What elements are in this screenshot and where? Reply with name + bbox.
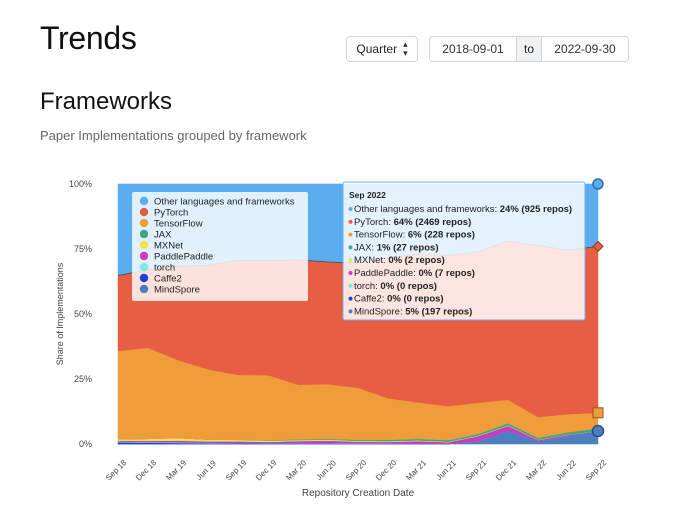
tooltip-line-label: JAX: — [354, 242, 377, 253]
y-axis-title: Share of Implementations — [55, 262, 65, 365]
legend-swatch[interactable] — [139, 218, 149, 228]
section-title: Frameworks — [40, 88, 173, 115]
hover-marker-other — [592, 178, 604, 190]
legend-swatch[interactable] — [139, 273, 149, 283]
tooltip-line-value: 24% (925 repos) — [500, 204, 572, 215]
legend-label: PaddlePaddle — [154, 252, 213, 263]
x-tick-label: Jun 22 — [555, 458, 579, 482]
legend-swatch[interactable] — [139, 207, 149, 217]
x-tick-label: Dec 21 — [494, 458, 519, 483]
tooltip-bullet — [348, 219, 353, 224]
x-tick-label: Mar 19 — [164, 458, 188, 482]
tooltip-line: MXNet: 0% (2 repos) — [354, 255, 445, 266]
hover-marker-pytorch — [592, 240, 604, 253]
x-tick-label: Jun 21 — [435, 458, 459, 482]
tooltip-bullet — [348, 309, 353, 314]
tooltip-line-label: MindSpore: — [354, 306, 405, 317]
tooltip-bullet — [348, 232, 353, 237]
tooltip-line: JAX: 1% (27 repos) — [354, 242, 438, 253]
legend-label: Other languages and frameworks — [154, 197, 295, 208]
tooltip-line: TensorFlow: 6% (228 repos) — [354, 230, 475, 241]
tooltip-line: Caffe2: 0% (0 repos) — [354, 294, 444, 305]
y-tick-label: 0% — [79, 439, 92, 449]
x-tick-label: Jun 19 — [195, 458, 219, 482]
tooltip-bullet — [348, 207, 353, 211]
tooltip-line-label: PaddlePaddle: — [354, 268, 418, 279]
hover-marker-tensorflow — [592, 407, 604, 419]
tooltip-line: PyTorch: 64% (2469 repos) — [354, 217, 471, 228]
tooltip-line-value: 6% (228 repos) — [408, 230, 475, 241]
tooltip-box — [342, 181, 586, 321]
y-tick-label: 100% — [69, 179, 92, 189]
x-tick-label: Sep 18 — [104, 458, 129, 483]
x-tick-label: Dec 19 — [254, 458, 279, 483]
tooltip-line-value: 0% (0 repos) — [387, 294, 444, 305]
tooltip-line-value: 0% (2 repos) — [388, 255, 445, 266]
x-tick-label: Jun 20 — [315, 458, 339, 482]
granularity-value: Quarter — [356, 42, 398, 56]
tooltip-line-value: 0% (0 repos) — [380, 281, 437, 292]
tooltip-line-value: 5% (197 repos) — [405, 306, 472, 317]
x-tick-label: Dec 18 — [134, 458, 159, 483]
legend-label: PyTorch — [154, 208, 188, 219]
x-tick-label: Dec 20 — [374, 458, 399, 483]
tooltip-line-label: PyTorch: — [354, 217, 394, 228]
x-tick-label: Mar 20 — [284, 458, 308, 482]
legend-swatch[interactable] — [139, 251, 149, 261]
tooltip-bullet — [348, 245, 353, 250]
tooltip-bullet — [348, 271, 353, 275]
tooltip-line: Other languages and frameworks: 24% (925… — [354, 204, 572, 215]
x-axis-title: Repository Creation Date — [302, 488, 415, 499]
legend-label: TensorFlow — [154, 219, 203, 230]
legend-box — [132, 192, 308, 301]
x-tick-label: Sep 19 — [224, 458, 249, 483]
y-tick-label: 50% — [74, 309, 92, 319]
legend-swatch[interactable] — [139, 262, 149, 272]
x-tick-label: Mar 22 — [524, 458, 548, 482]
tooltip-line-value: 64% (2469 repos) — [394, 217, 472, 228]
legend-label: torch — [154, 263, 175, 274]
date-to-input[interactable] — [542, 37, 628, 61]
tooltip-line-label: Caffe2: — [354, 294, 387, 305]
legend-label: MXNet — [154, 241, 183, 252]
tooltip-line-value: 0% (7 repos) — [418, 268, 475, 279]
tooltip-line-label: MXNet: — [354, 255, 388, 266]
date-range-separator: to — [516, 37, 542, 61]
tooltip-line-label: Other languages and frameworks: — [354, 204, 500, 215]
granularity-select[interactable]: Quarter ▴ ▾ — [346, 36, 418, 62]
x-tick-label: Sep 20 — [344, 458, 369, 483]
tooltip-line-value: 1% (27 repos) — [377, 242, 439, 253]
date-range: to — [429, 36, 629, 62]
page-title: Trends — [40, 20, 137, 56]
y-tick-label: 75% — [74, 244, 92, 254]
tooltip-title: Sep 2022 — [349, 190, 386, 200]
legend-label: Caffe2 — [154, 274, 182, 285]
legend-swatch[interactable] — [139, 284, 149, 294]
tooltip-bullet — [348, 258, 353, 263]
legend-label: JAX — [154, 230, 172, 241]
tooltip-line-label: TensorFlow: — [354, 230, 408, 241]
hover-marker-mindspore — [591, 424, 605, 438]
section-subtitle: Paper Implementations grouped by framewo… — [40, 128, 307, 143]
tooltip-line: torch: 0% (0 repos) — [354, 281, 437, 292]
legend-label: MindSpore — [154, 285, 200, 296]
y-tick-label: 25% — [74, 374, 92, 384]
tooltip-line: PaddlePaddle: 0% (7 repos) — [354, 268, 475, 279]
tooltip-line: MindSpore: 5% (197 repos) — [354, 306, 472, 317]
tooltip-bullet — [348, 296, 353, 301]
legend-swatch[interactable] — [139, 196, 149, 206]
x-tick-label: Sep 22 — [584, 458, 609, 483]
x-tick-label: Sep 21 — [464, 458, 489, 483]
legend-swatch[interactable] — [139, 240, 149, 250]
x-tick-label: Mar 21 — [404, 458, 428, 482]
legend-swatch[interactable] — [139, 229, 149, 239]
tooltip-line-label: torch: — [354, 281, 380, 292]
sort-updown-icon: ▴ ▾ — [403, 39, 408, 58]
date-from-input[interactable] — [430, 37, 516, 61]
tooltip-bullet — [348, 283, 353, 288]
